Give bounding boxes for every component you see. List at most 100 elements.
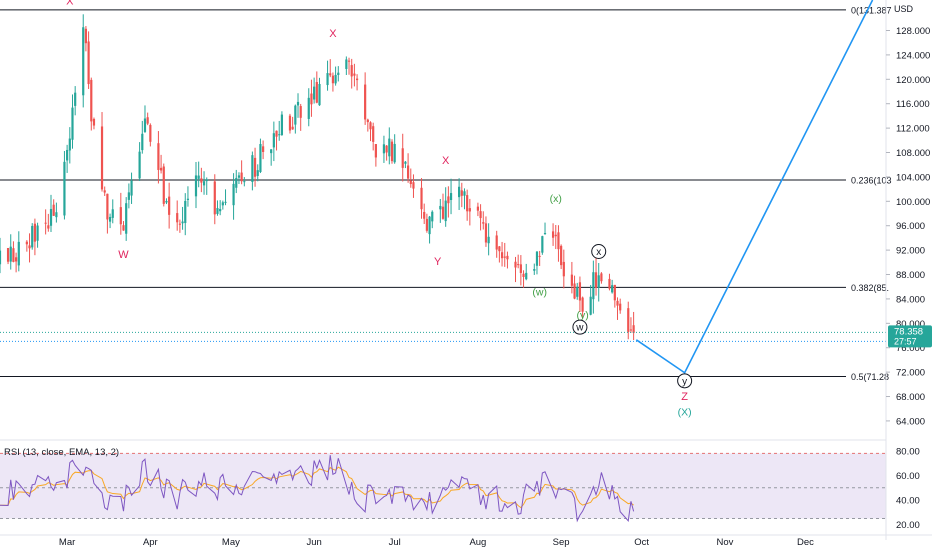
candle-body [522, 273, 525, 277]
fib-level-label: 0.5(71.28 [851, 372, 889, 382]
candle-body [364, 84, 367, 120]
candle-body [412, 182, 415, 189]
candle-body [159, 167, 163, 171]
wave-label-circle [591, 243, 607, 259]
candle-body [420, 187, 423, 210]
time-tick-label: Oct [634, 537, 649, 548]
price-tick-label: 128.000 [896, 26, 930, 37]
candle-body [629, 329, 633, 331]
candle-body [237, 175, 241, 178]
candle-body [216, 208, 219, 214]
candle-body [278, 134, 281, 136]
wave-label-circle [572, 319, 588, 335]
candle-body [291, 126, 294, 130]
candle-body [103, 190, 106, 193]
candle-body [425, 218, 428, 231]
candle-body [12, 248, 15, 262]
candle-body [374, 144, 377, 158]
candle-body [570, 274, 573, 286]
time-tick-label: May [222, 537, 240, 548]
projection-path[interactable] [635, 0, 874, 374]
candle-body [594, 272, 598, 288]
candle-body [176, 213, 179, 223]
candle-body [616, 300, 619, 306]
candle-body [127, 192, 130, 200]
candle-body [36, 225, 39, 241]
time-tick-label: Sep [553, 537, 570, 548]
candle-body [162, 166, 165, 204]
candle-body [627, 308, 630, 332]
time-tick-label: Mar [59, 537, 75, 548]
candle-body [372, 126, 375, 142]
wave-label: X [66, 0, 74, 7]
candle-body [441, 206, 445, 219]
wave-label: y [682, 376, 687, 387]
candle-body [141, 133, 144, 151]
candle-body [111, 209, 114, 218]
candle-body [409, 180, 412, 185]
price-tick-label: 64.000 [896, 416, 925, 427]
candle-body [253, 157, 257, 177]
wave-label: X [442, 155, 450, 167]
fib-level-label: 0.382(85. [851, 283, 889, 293]
wave-label: x [596, 247, 601, 258]
rsi-title[interactable]: RSI (13, close, EMA, 13, 2) [4, 447, 119, 458]
candle-body [0, 250, 2, 265]
price-tick-label: 72.000 [896, 368, 925, 379]
candle-body [484, 223, 488, 243]
time-tick-label: Dec [797, 537, 814, 548]
last-price-badge[interactable] [888, 325, 932, 348]
candle-body [535, 251, 539, 266]
candle-body [165, 200, 168, 203]
wave-label: (y) [576, 309, 588, 321]
candle-body [632, 325, 635, 333]
candle-body [393, 143, 396, 163]
rsi-line [0, 455, 635, 523]
candle-body [119, 207, 122, 225]
candle-body [33, 223, 37, 242]
candle-body [186, 198, 190, 200]
candle-body [449, 193, 453, 201]
candle-body [541, 236, 544, 253]
candle-body [350, 65, 353, 77]
candle-body [331, 75, 335, 84]
candle-body [557, 232, 560, 250]
price-tick-label: 116.000 [896, 99, 930, 110]
candle-body [296, 101, 300, 106]
candle-body [318, 83, 321, 106]
candle-body [288, 115, 292, 131]
candle-body [9, 246, 12, 262]
candle-body [519, 264, 522, 273]
candles [0, 14, 886, 342]
candle-body [578, 282, 582, 301]
candle-body [205, 179, 208, 182]
time-tick-label: Aug [469, 537, 486, 548]
wave-label-circle [677, 373, 693, 389]
candle-body [406, 165, 410, 179]
candle-body [275, 130, 278, 137]
candle-body [334, 74, 337, 84]
rsi-tick-label: 40.00 [896, 496, 920, 507]
candle-body [345, 59, 348, 69]
price-tick-label: 120.000 [896, 75, 930, 86]
candle-body [280, 114, 284, 135]
candle-body [431, 211, 434, 222]
candle-body [157, 143, 160, 170]
candle-body [270, 149, 273, 154]
candle-body [243, 181, 246, 183]
candle-body [213, 181, 216, 215]
candle-body [495, 235, 498, 250]
candle-body [439, 205, 442, 210]
candle-body [525, 272, 528, 280]
wave-label: Z [681, 391, 688, 403]
candle-body [476, 206, 480, 211]
candle-body [256, 170, 259, 176]
price-tick-label: 84.000 [896, 294, 925, 305]
candle-body [517, 264, 520, 266]
candle-body [130, 180, 133, 196]
candle-body [369, 122, 372, 130]
candle-body [100, 126, 104, 190]
projection-line[interactable] [635, 0, 874, 374]
